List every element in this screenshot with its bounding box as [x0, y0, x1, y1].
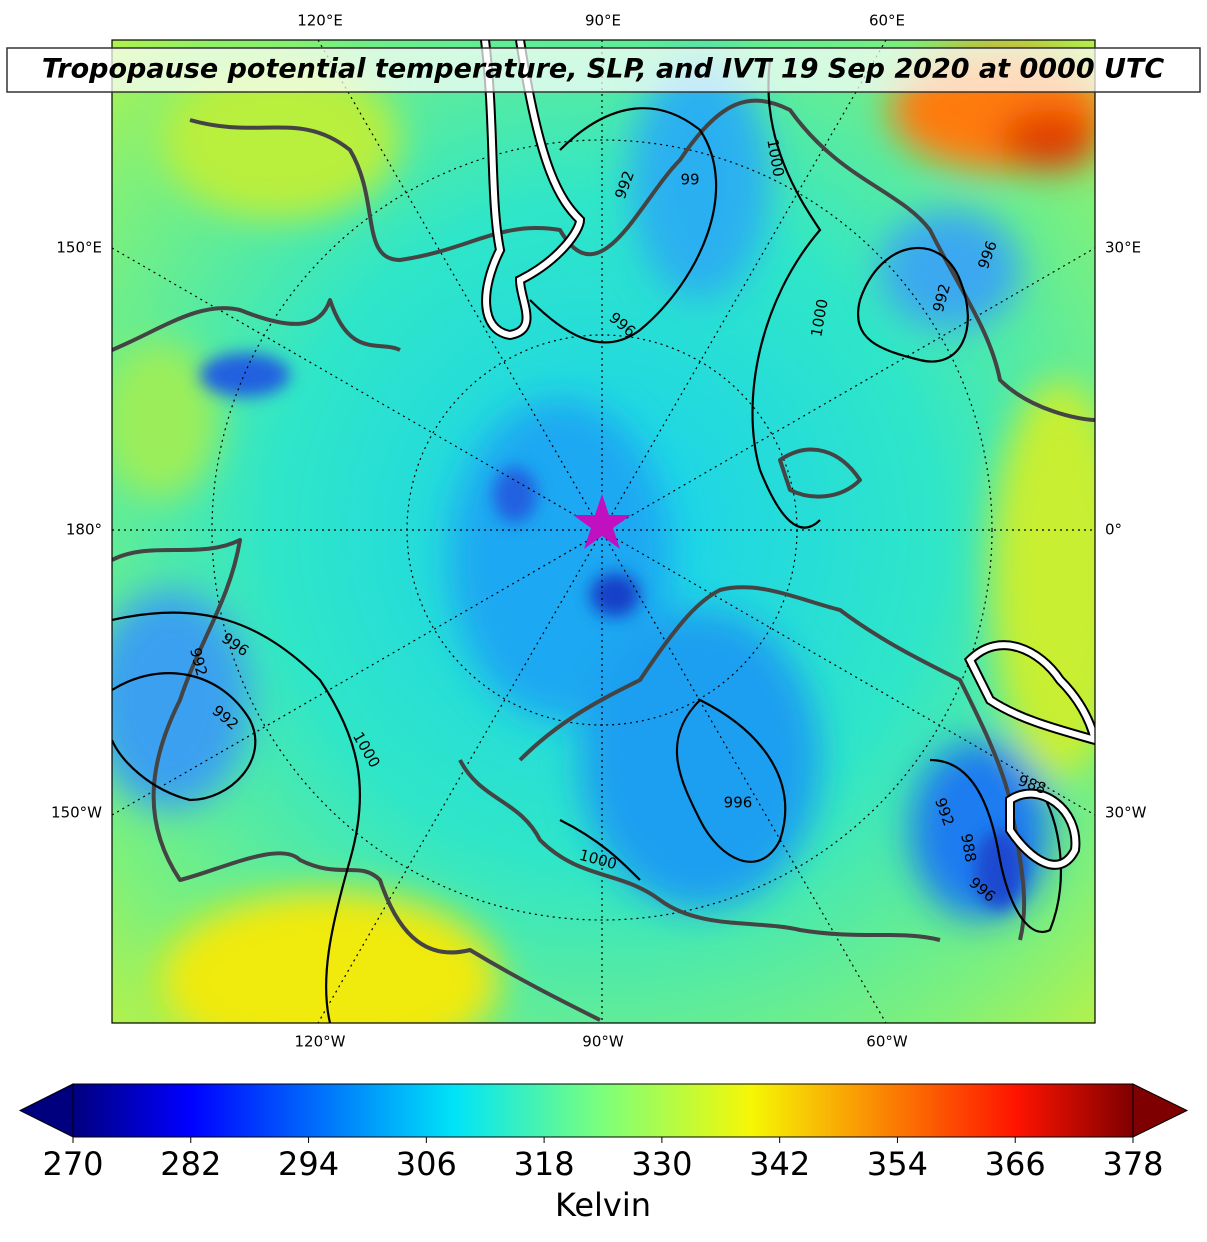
colorbar-tick-label: 378: [1102, 1145, 1163, 1183]
contour-label: 996: [724, 794, 753, 812]
lon-label: 60°E: [869, 12, 905, 30]
contour-label: 99: [680, 171, 699, 189]
colorbar-tick-label: 318: [514, 1145, 575, 1183]
colorbar-tick-label: 354: [867, 1145, 928, 1183]
colorbar: Kelvin 270 282 294 306 318 330 342 354 366 378: [18, 1083, 1189, 1224]
map-area: [112, 40, 1095, 1023]
title: Tropopause potential temperature, SLP, a…: [42, 54, 1165, 85]
colorbar-tick-label: 366: [985, 1145, 1046, 1183]
colorbar-tick-label: 282: [160, 1145, 221, 1183]
lon-label: 150°W: [51, 804, 102, 822]
colorbar-tick-label: 294: [278, 1145, 339, 1183]
lon-label: 180°: [66, 521, 102, 539]
colorbar-label: Kelvin: [555, 1186, 651, 1224]
contour-label: 988: [957, 832, 980, 863]
colorbar-tick-label: 342: [749, 1145, 810, 1183]
lon-label: 90°E: [585, 12, 621, 30]
lon-label: 120°E: [297, 12, 343, 30]
longitude-labels: 120°E 120°W 90°E 90°W 60°E 60°W 150°E 30°E 180° 0…: [51, 12, 1147, 1051]
lon-label: 150°E: [56, 239, 102, 257]
colorbar-tick-label: 306: [396, 1145, 457, 1183]
lon-label: 60°W: [866, 1033, 908, 1051]
colorbar-tick-label: 330: [631, 1145, 692, 1183]
lon-label: 120°W: [295, 1033, 346, 1051]
lon-label: 30°W: [1105, 804, 1147, 822]
colorbar-tick-label: 270: [42, 1145, 103, 1183]
lon-label: 0°: [1105, 521, 1122, 539]
lon-label: 90°W: [582, 1033, 624, 1051]
lon-label: 30°E: [1105, 239, 1141, 257]
